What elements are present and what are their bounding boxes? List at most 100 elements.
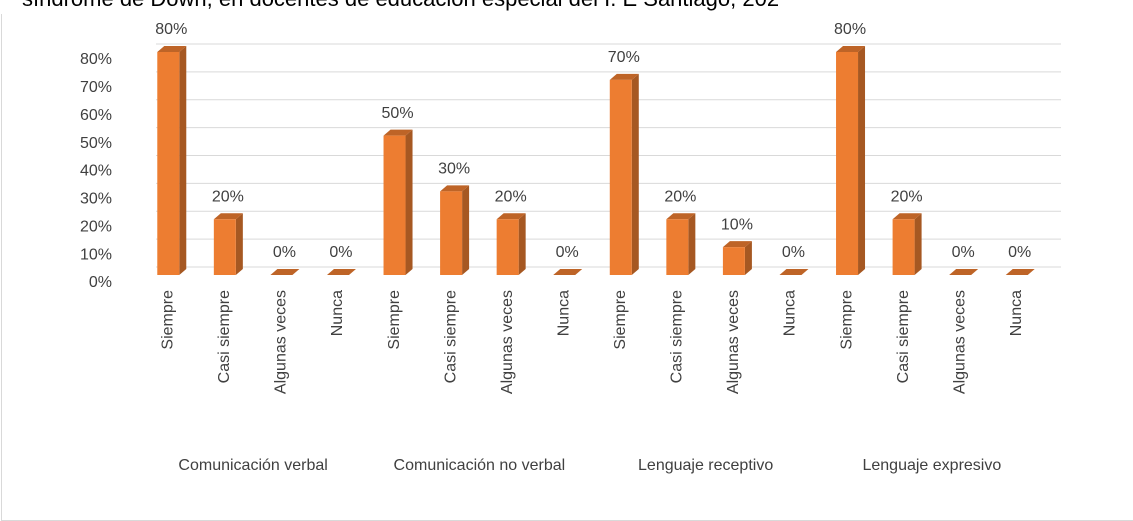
x-tick-label: Siempre bbox=[612, 290, 629, 350]
bar-face bbox=[666, 213, 696, 220]
bar-face bbox=[383, 135, 406, 275]
x-tick-label: Algunas veces bbox=[273, 290, 290, 394]
x-tick-label: Algunas veces bbox=[499, 290, 516, 394]
bar-face bbox=[235, 213, 243, 275]
chart-title: síndrome de Down, en docentes de educaci… bbox=[22, 0, 779, 12]
bar-face bbox=[553, 269, 583, 275]
bar-face bbox=[157, 52, 180, 275]
bar bbox=[213, 213, 243, 275]
group-label: Lenguaje expresivo bbox=[862, 457, 1002, 474]
value-label: 20% bbox=[664, 188, 696, 205]
y-tick-label: 50% bbox=[80, 135, 112, 152]
value-label: 0% bbox=[329, 244, 352, 261]
value-label: 80% bbox=[834, 21, 866, 38]
value-label: 70% bbox=[608, 49, 640, 66]
x-tick-label: Casi siempre bbox=[442, 290, 459, 383]
group-label: Comunicación verbal bbox=[178, 457, 328, 474]
bar bbox=[779, 269, 809, 275]
bar bbox=[949, 269, 979, 275]
bar-face bbox=[440, 185, 470, 192]
y-tick-label: 60% bbox=[80, 107, 112, 124]
value-label: 50% bbox=[382, 105, 414, 122]
bar-face bbox=[858, 46, 866, 275]
x-tick-label: Siempre bbox=[160, 290, 177, 350]
y-tick-label: 0% bbox=[89, 274, 112, 291]
bar-face bbox=[722, 241, 752, 248]
bar bbox=[1005, 269, 1035, 275]
value-label: 30% bbox=[438, 161, 470, 178]
bar-face bbox=[270, 269, 300, 275]
y-tick-label: 40% bbox=[80, 163, 112, 180]
bar-face bbox=[631, 73, 639, 275]
bar-face bbox=[836, 52, 859, 275]
x-tick-label: Algunas veces bbox=[951, 290, 968, 394]
y-tick-label: 10% bbox=[80, 246, 112, 263]
bar bbox=[440, 185, 470, 275]
bar bbox=[157, 46, 187, 275]
x-tick-label: Nunca bbox=[1008, 290, 1025, 336]
value-label: 0% bbox=[273, 244, 296, 261]
bar-face bbox=[609, 79, 632, 275]
bar-face bbox=[440, 191, 463, 275]
bar bbox=[609, 73, 639, 275]
x-tick-label: Siempre bbox=[838, 290, 855, 350]
y-tick-label: 30% bbox=[80, 191, 112, 208]
bar-face bbox=[405, 129, 413, 275]
x-tick-label: Algunas veces bbox=[725, 290, 742, 394]
bar-face bbox=[722, 247, 745, 275]
bar bbox=[270, 269, 300, 275]
bar bbox=[326, 269, 356, 275]
bar-face bbox=[779, 269, 809, 275]
bar-face bbox=[949, 269, 979, 275]
bar bbox=[722, 241, 752, 275]
x-tick-label: Nunca bbox=[555, 290, 572, 336]
value-label: 10% bbox=[721, 216, 753, 233]
bar-face bbox=[326, 269, 356, 275]
value-label: 20% bbox=[891, 188, 923, 205]
value-label: 0% bbox=[556, 244, 579, 261]
bar-face bbox=[496, 213, 526, 220]
x-tick-label: Nunca bbox=[782, 290, 799, 336]
bar-face bbox=[892, 213, 922, 220]
bar bbox=[666, 213, 696, 275]
bar-face bbox=[462, 185, 470, 275]
bar-face bbox=[179, 46, 187, 275]
bar-face bbox=[836, 46, 866, 52]
x-tick-label: Siempre bbox=[386, 290, 403, 350]
bar-face bbox=[914, 213, 922, 275]
x-tick-label: Casi siempre bbox=[216, 290, 233, 383]
group-label: Lenguaje receptivo bbox=[638, 457, 774, 474]
bar-face bbox=[688, 213, 696, 275]
y-tick-label: 80% bbox=[80, 51, 112, 68]
bar-face bbox=[518, 213, 526, 275]
y-tick-label: 70% bbox=[80, 79, 112, 96]
bar-face bbox=[213, 219, 236, 275]
bar-face bbox=[609, 73, 639, 80]
group-label: Comunicación no verbal bbox=[393, 457, 566, 474]
value-label: 0% bbox=[1008, 244, 1031, 261]
value-label: 20% bbox=[495, 188, 527, 205]
x-tick-label: Nunca bbox=[329, 290, 346, 336]
value-label: 20% bbox=[212, 188, 244, 205]
bar bbox=[892, 213, 922, 275]
x-tick-label: Casi siempre bbox=[669, 290, 686, 383]
bar-face bbox=[892, 219, 915, 275]
value-label: 80% bbox=[155, 21, 187, 38]
bar bbox=[496, 213, 526, 275]
bar-face bbox=[213, 213, 243, 220]
y-tick-label: 20% bbox=[80, 218, 112, 235]
value-label: 0% bbox=[782, 244, 805, 261]
bar bbox=[836, 46, 866, 275]
bar bbox=[383, 129, 413, 275]
bar bbox=[553, 269, 583, 275]
x-tick-label: Casi siempre bbox=[895, 290, 912, 383]
bar-face bbox=[383, 129, 413, 136]
bar-face bbox=[744, 241, 752, 275]
bar-face bbox=[496, 219, 519, 275]
bar-face bbox=[157, 46, 187, 52]
bar-face bbox=[1005, 269, 1035, 275]
bar-face bbox=[666, 219, 689, 275]
value-label: 0% bbox=[952, 244, 975, 261]
